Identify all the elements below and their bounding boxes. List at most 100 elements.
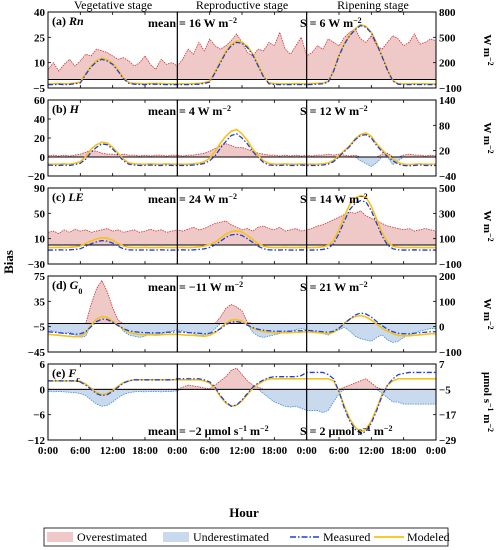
right-tick-label: 500 xyxy=(439,183,456,195)
right-tick-label: 100 xyxy=(439,296,456,308)
panel-label: (a) Rn xyxy=(52,14,84,28)
x-tick-label: 12:00 xyxy=(100,445,126,457)
left-tick-label: 0 xyxy=(40,384,46,396)
x-tick-label: 18:00 xyxy=(391,445,417,457)
x-tick-label: 0:00 xyxy=(38,445,59,457)
right-tick-label: −100 xyxy=(439,259,462,271)
bias-mean: mean = 16 W m−2 xyxy=(148,16,237,31)
right-tick-label: 80 xyxy=(439,120,451,132)
x-axis-label: Hour xyxy=(229,505,259,520)
left-tick-label: 6 xyxy=(40,359,46,371)
left-tick-label: 50 xyxy=(34,208,46,220)
legend-swatch-overestimated xyxy=(47,532,73,542)
panel-g: −45 −5 35 75 −100 0 100 200 W m−2 (d) G0 mean = −1… xyxy=(28,271,496,359)
left-tick-label: −5 xyxy=(33,322,45,334)
bias-spread: S = 12 W m−2 xyxy=(300,104,368,119)
right-unit-label: W m−2 xyxy=(481,298,496,329)
right-tick-label: 800 xyxy=(439,7,456,19)
stage-label-reproductive: Reproductive stage xyxy=(196,0,288,12)
bias-area-over xyxy=(48,368,436,390)
x-tick-label: 12:00 xyxy=(229,445,255,457)
bias-area-over xyxy=(48,280,436,324)
y-axis-label: Bias xyxy=(1,250,16,274)
panel-f: −12 −6 0 6 −29 −17 −5 7 μmol s−1 m−2 (e) Fc mean =… xyxy=(28,359,496,447)
measured-line xyxy=(47,133,436,167)
right-tick-label: 500 xyxy=(439,32,456,44)
left-tick-label: −20 xyxy=(28,171,46,183)
right-tick-label: −100 xyxy=(439,83,462,95)
right-tick-label: 200 xyxy=(439,271,456,283)
legend-label-underestimated: Underestimated xyxy=(193,530,269,544)
bias-area-under xyxy=(48,323,436,343)
right-tick-label: 20 xyxy=(439,146,451,158)
bias-spread: S = 2 μmol s−1 m−2 xyxy=(300,424,392,439)
bias-area-over xyxy=(48,143,436,157)
panel-label: (e) Fc xyxy=(52,366,80,384)
bias-area-over xyxy=(48,210,436,245)
left-tick-label: 90 xyxy=(34,183,46,195)
legend: Overestimated Underestimated Measured Mo… xyxy=(43,527,450,547)
left-tick-label: 0 xyxy=(40,152,46,164)
x-tick-label: 18:00 xyxy=(132,445,158,457)
bias-spread: S = 21 W m−2 xyxy=(300,280,368,295)
bias-mean: mean = 24 W m−2 xyxy=(148,192,237,207)
left-tick-label: 40 xyxy=(34,7,46,19)
right-tick-label: −100 xyxy=(439,347,462,359)
right-tick-label: −5 xyxy=(439,384,451,396)
bias-spread: S = 6 W m−2 xyxy=(300,16,362,31)
right-tick-label: −17 xyxy=(439,410,457,422)
left-tick-label: −5 xyxy=(33,83,45,95)
legend-frame xyxy=(43,527,449,547)
legend-label-modeled: Modeled xyxy=(407,530,450,544)
bias-line-over xyxy=(48,279,436,324)
modeled-line xyxy=(47,314,436,338)
x-tick-label: 12:00 xyxy=(358,445,384,457)
x-tick-label: 0:00 xyxy=(297,445,318,457)
panel-le: −30 10 50 90 −100 100 300 500 W m−2 (c) LE mean = … xyxy=(28,183,496,271)
legend-swatch-underestimated xyxy=(163,532,189,542)
stage-label-vegetative: Vegetative stage xyxy=(74,0,152,12)
panel-rn: −5 10 25 40 −100 200 500 800 W m−2 (a) Rn mean = 1… xyxy=(33,7,495,95)
modeled-line xyxy=(48,377,436,433)
legend-label-overestimated: Overestimated xyxy=(77,530,147,544)
bias-mean: mean = 4 W m−2 xyxy=(148,104,231,119)
right-unit-label: W m−2 xyxy=(481,34,496,65)
left-tick-label: 10 xyxy=(34,234,46,246)
bias-area-under xyxy=(48,157,436,167)
left-tick-label: 75 xyxy=(34,271,46,283)
right-tick-label: 100 xyxy=(439,234,456,246)
x-tick-label: 6:00 xyxy=(329,445,350,457)
x-tick-label: 6:00 xyxy=(200,445,221,457)
modeled-line xyxy=(48,194,436,249)
measured-line xyxy=(47,312,436,335)
measured-line xyxy=(48,199,436,251)
x-tick-label: 0:00 xyxy=(426,445,447,457)
right-tick-label: 300 xyxy=(439,208,456,220)
panel-label: (b) H xyxy=(52,102,80,116)
left-tick-label: −45 xyxy=(28,347,46,359)
bias-mean: mean = −11 W m−2 xyxy=(148,280,243,295)
modeled-line xyxy=(48,23,436,85)
left-tick-label: −6 xyxy=(33,410,45,422)
right-tick-label: 200 xyxy=(439,58,456,70)
bias-area-over xyxy=(48,28,436,80)
legend-label-measured: Measured xyxy=(323,530,370,544)
right-unit-label: μmol s−1 m−2 xyxy=(481,372,496,432)
modeled-line xyxy=(48,128,436,166)
right-tick-label: 140 xyxy=(439,95,456,107)
left-tick-label: 10 xyxy=(34,58,46,70)
left-tick-label: 20 xyxy=(34,133,46,145)
x-tick-labels: 0:00 6:00 12:00 18:00 0:00 6:00 12:00 18:00 0:00… xyxy=(38,445,447,457)
left-tick-label: 40 xyxy=(34,114,46,126)
stage-label-ripening: Ripening stage xyxy=(337,0,409,12)
right-unit-label: W m−2 xyxy=(481,210,496,241)
bias-line-over xyxy=(47,210,437,235)
left-tick-label: 60 xyxy=(34,95,46,107)
x-tick-label: 6:00 xyxy=(70,445,91,457)
left-tick-label: −30 xyxy=(28,259,46,271)
measured-line xyxy=(48,24,436,86)
panel-label: (d) G0 xyxy=(52,278,82,296)
left-tick-label: 25 xyxy=(34,32,46,44)
